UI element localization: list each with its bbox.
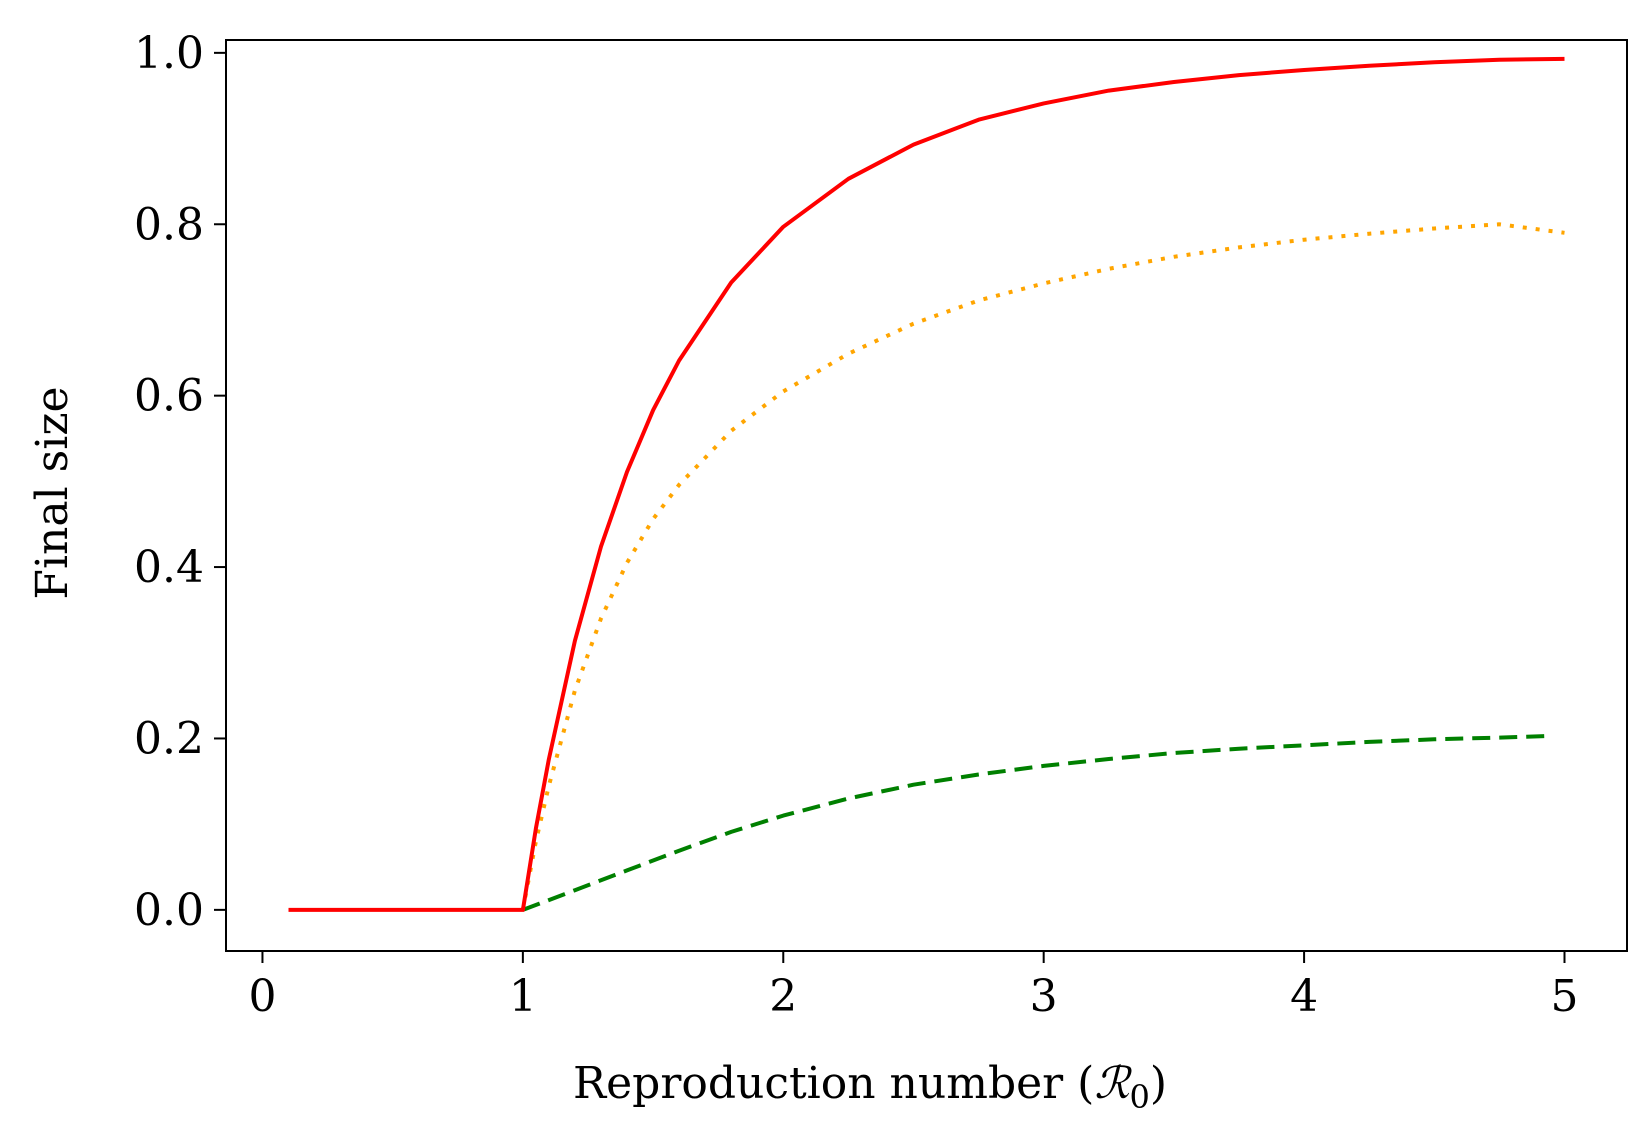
- y-axis: 0.0 0.2 0.4 0.6 0.8 1.0: [134, 28, 226, 936]
- series-layer: [288, 56, 1565, 912]
- y-tick-label: 1.0: [134, 28, 204, 79]
- y-tick-label: 0.6: [134, 371, 204, 422]
- y-tick-label: 0.4: [134, 542, 204, 593]
- y-tick-label: 0.0: [134, 885, 204, 936]
- x-tick-label: 0: [248, 971, 276, 1022]
- x-tick-label: 3: [1030, 971, 1058, 1022]
- x-axis-label-subscript: 0: [1129, 1078, 1149, 1116]
- x-tick-label: 1: [509, 971, 537, 1022]
- x-axis-label-text: Reproduction number (: [573, 1058, 1094, 1109]
- x-axis-label-symbol: ℛ: [1094, 1058, 1132, 1109]
- series-line-total: [288, 56, 1565, 912]
- series-line-component-b: [522, 733, 1552, 912]
- y-axis-label: Final size: [27, 386, 78, 599]
- y-tick-label: 0.8: [134, 199, 204, 250]
- series-line-component-a: [520, 222, 1565, 911]
- x-axis-label-close: ): [1150, 1058, 1167, 1109]
- plot-frame: [225, 39, 1628, 952]
- x-tick-label: 2: [769, 971, 797, 1022]
- x-axis: 0 1 2 3 4 5: [248, 951, 1579, 1022]
- x-tick-label: 5: [1551, 971, 1579, 1022]
- y-tick-label: 0.2: [134, 713, 204, 764]
- x-axis-label: Reproduction number (ℛ0): [573, 1058, 1167, 1116]
- x-tick-label: 4: [1290, 971, 1318, 1022]
